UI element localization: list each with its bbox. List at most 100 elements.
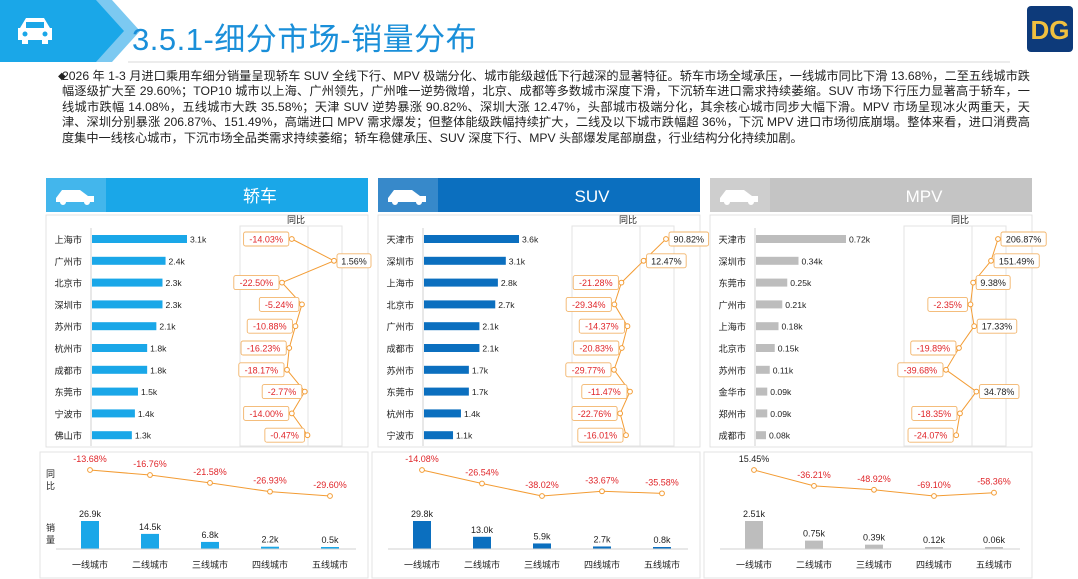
page-title: 3.5.1-细分市场-销量分布 bbox=[132, 22, 478, 57]
yoy-label-box bbox=[240, 340, 287, 356]
yoy-label-box bbox=[927, 296, 968, 312]
tier-bar bbox=[745, 521, 763, 549]
tier-yoy-label: -26.54% bbox=[465, 468, 499, 478]
city-label: 金华市 bbox=[718, 387, 746, 398]
panel-header-mpv bbox=[710, 178, 1032, 212]
bar bbox=[756, 256, 799, 265]
tier-yoy-label: -21.58% bbox=[193, 467, 227, 477]
yoy-label-box bbox=[258, 296, 300, 312]
yoy-label-box bbox=[646, 253, 687, 269]
city-label: 上海市 bbox=[54, 234, 82, 245]
yoy-label: -24.07% bbox=[914, 431, 948, 441]
side-label-yoy-1: 同 bbox=[46, 469, 55, 479]
yoy-point bbox=[970, 279, 977, 286]
yoy-label: -14.00% bbox=[249, 409, 283, 419]
bar-value-label: 1.1k bbox=[456, 431, 473, 441]
bar-value-label: 2.1k bbox=[159, 322, 176, 332]
tier-bar-label: 6.8k bbox=[201, 530, 219, 540]
bar bbox=[756, 344, 775, 352]
bar-value-label: 0.08k bbox=[769, 431, 791, 441]
tier-bar-label: 0.39k bbox=[863, 533, 886, 543]
tier-yoy-point bbox=[811, 482, 817, 489]
city-label: 苏州市 bbox=[718, 365, 746, 376]
yoy-point bbox=[286, 345, 293, 351]
bar-value-label: 2.1k bbox=[482, 344, 499, 354]
bar-value-label: 2.7k bbox=[498, 300, 515, 310]
yoy-point bbox=[301, 388, 308, 395]
yoy-point bbox=[617, 410, 624, 417]
bar bbox=[756, 300, 783, 309]
city-label: 杭州市 bbox=[54, 343, 82, 354]
yoy-label-box bbox=[1000, 231, 1047, 247]
tier-bar bbox=[413, 521, 431, 549]
bar-value-label: 1.7k bbox=[472, 365, 489, 375]
tier-bar bbox=[593, 546, 611, 549]
yoy-point bbox=[288, 236, 295, 242]
yoy-label: -19.89% bbox=[917, 344, 951, 354]
yoy-label-box bbox=[911, 405, 958, 421]
tier-yoy-point bbox=[991, 489, 997, 496]
yoy-point bbox=[627, 388, 633, 395]
bar bbox=[424, 409, 461, 418]
yoy-label-box bbox=[975, 275, 1011, 291]
tier-bar-label: 2.2k bbox=[261, 535, 279, 545]
panel-title-sedan: 轿车 bbox=[243, 187, 277, 206]
yoy-point bbox=[299, 301, 305, 308]
panel-frame bbox=[45, 214, 369, 448]
tier-category-label: 四线城市 bbox=[916, 559, 952, 570]
bar-value-label: 1.8k bbox=[150, 344, 167, 354]
tier-category-label: 三线城市 bbox=[192, 559, 228, 570]
tier-bar bbox=[805, 540, 823, 549]
yoy-title: 同比 bbox=[287, 214, 305, 225]
panel-title-suv: SUV bbox=[575, 187, 611, 206]
yoy-label: -16.23% bbox=[247, 344, 281, 354]
city-label: 广州市 bbox=[54, 256, 82, 267]
yoy-label: 206.87% bbox=[1006, 235, 1042, 245]
bar bbox=[756, 322, 779, 331]
yoy-point bbox=[995, 236, 1001, 242]
city-label: 天津市 bbox=[718, 234, 746, 245]
tier-bar bbox=[653, 547, 671, 549]
side-label-sales-1: 销 bbox=[46, 522, 55, 533]
yoy-point bbox=[971, 323, 978, 330]
yoy-point bbox=[967, 301, 974, 308]
suv-car-icon bbox=[388, 190, 426, 205]
bar-value-label: 2.3k bbox=[165, 278, 182, 288]
bar-value-label: 0.72k bbox=[849, 235, 871, 245]
yoy-point bbox=[640, 257, 647, 264]
yoy-point bbox=[292, 323, 299, 330]
city-label: 北京市 bbox=[386, 299, 414, 310]
yoy-line bbox=[945, 238, 999, 436]
yoy-label-box bbox=[577, 427, 624, 443]
yoy-label-box bbox=[978, 384, 1020, 400]
tier-yoy-point bbox=[207, 480, 213, 486]
yoy-label-box bbox=[573, 340, 620, 356]
tier-frame bbox=[39, 451, 369, 579]
bar bbox=[756, 431, 766, 440]
bar-value-label: 1.4k bbox=[138, 409, 155, 419]
city-label: 杭州市 bbox=[386, 408, 414, 419]
bar-value-label: 2.3k bbox=[165, 300, 182, 310]
bar-value-label: 0.21k bbox=[785, 300, 807, 310]
tier-bar bbox=[925, 547, 943, 549]
bar bbox=[424, 235, 519, 243]
bar-value-label: 0.34k bbox=[802, 256, 824, 266]
yoy-label: -16.01% bbox=[584, 431, 618, 441]
yoy-point bbox=[973, 388, 980, 395]
tier-category-label: 一线城市 bbox=[72, 559, 108, 570]
tier-bar-label: 0.06k bbox=[983, 535, 1006, 545]
yoy-point bbox=[953, 432, 960, 439]
bar-value-label: 3.1k bbox=[190, 235, 207, 245]
bar bbox=[92, 431, 132, 440]
svg-text:DG: DG bbox=[1031, 15, 1070, 45]
city-label: 宁波市 bbox=[54, 408, 82, 419]
yoy-point bbox=[279, 279, 285, 286]
yoy-label: -29.34% bbox=[572, 300, 606, 310]
bar bbox=[424, 322, 480, 331]
tier-category-label: 四线城市 bbox=[584, 559, 620, 570]
tier-bar-label: 5.9k bbox=[533, 531, 551, 541]
tier-bar bbox=[985, 547, 1003, 549]
yoy-title: 同比 bbox=[951, 214, 969, 225]
bar-value-label: 2.4k bbox=[169, 256, 186, 266]
city-label: 成都市 bbox=[386, 343, 414, 354]
